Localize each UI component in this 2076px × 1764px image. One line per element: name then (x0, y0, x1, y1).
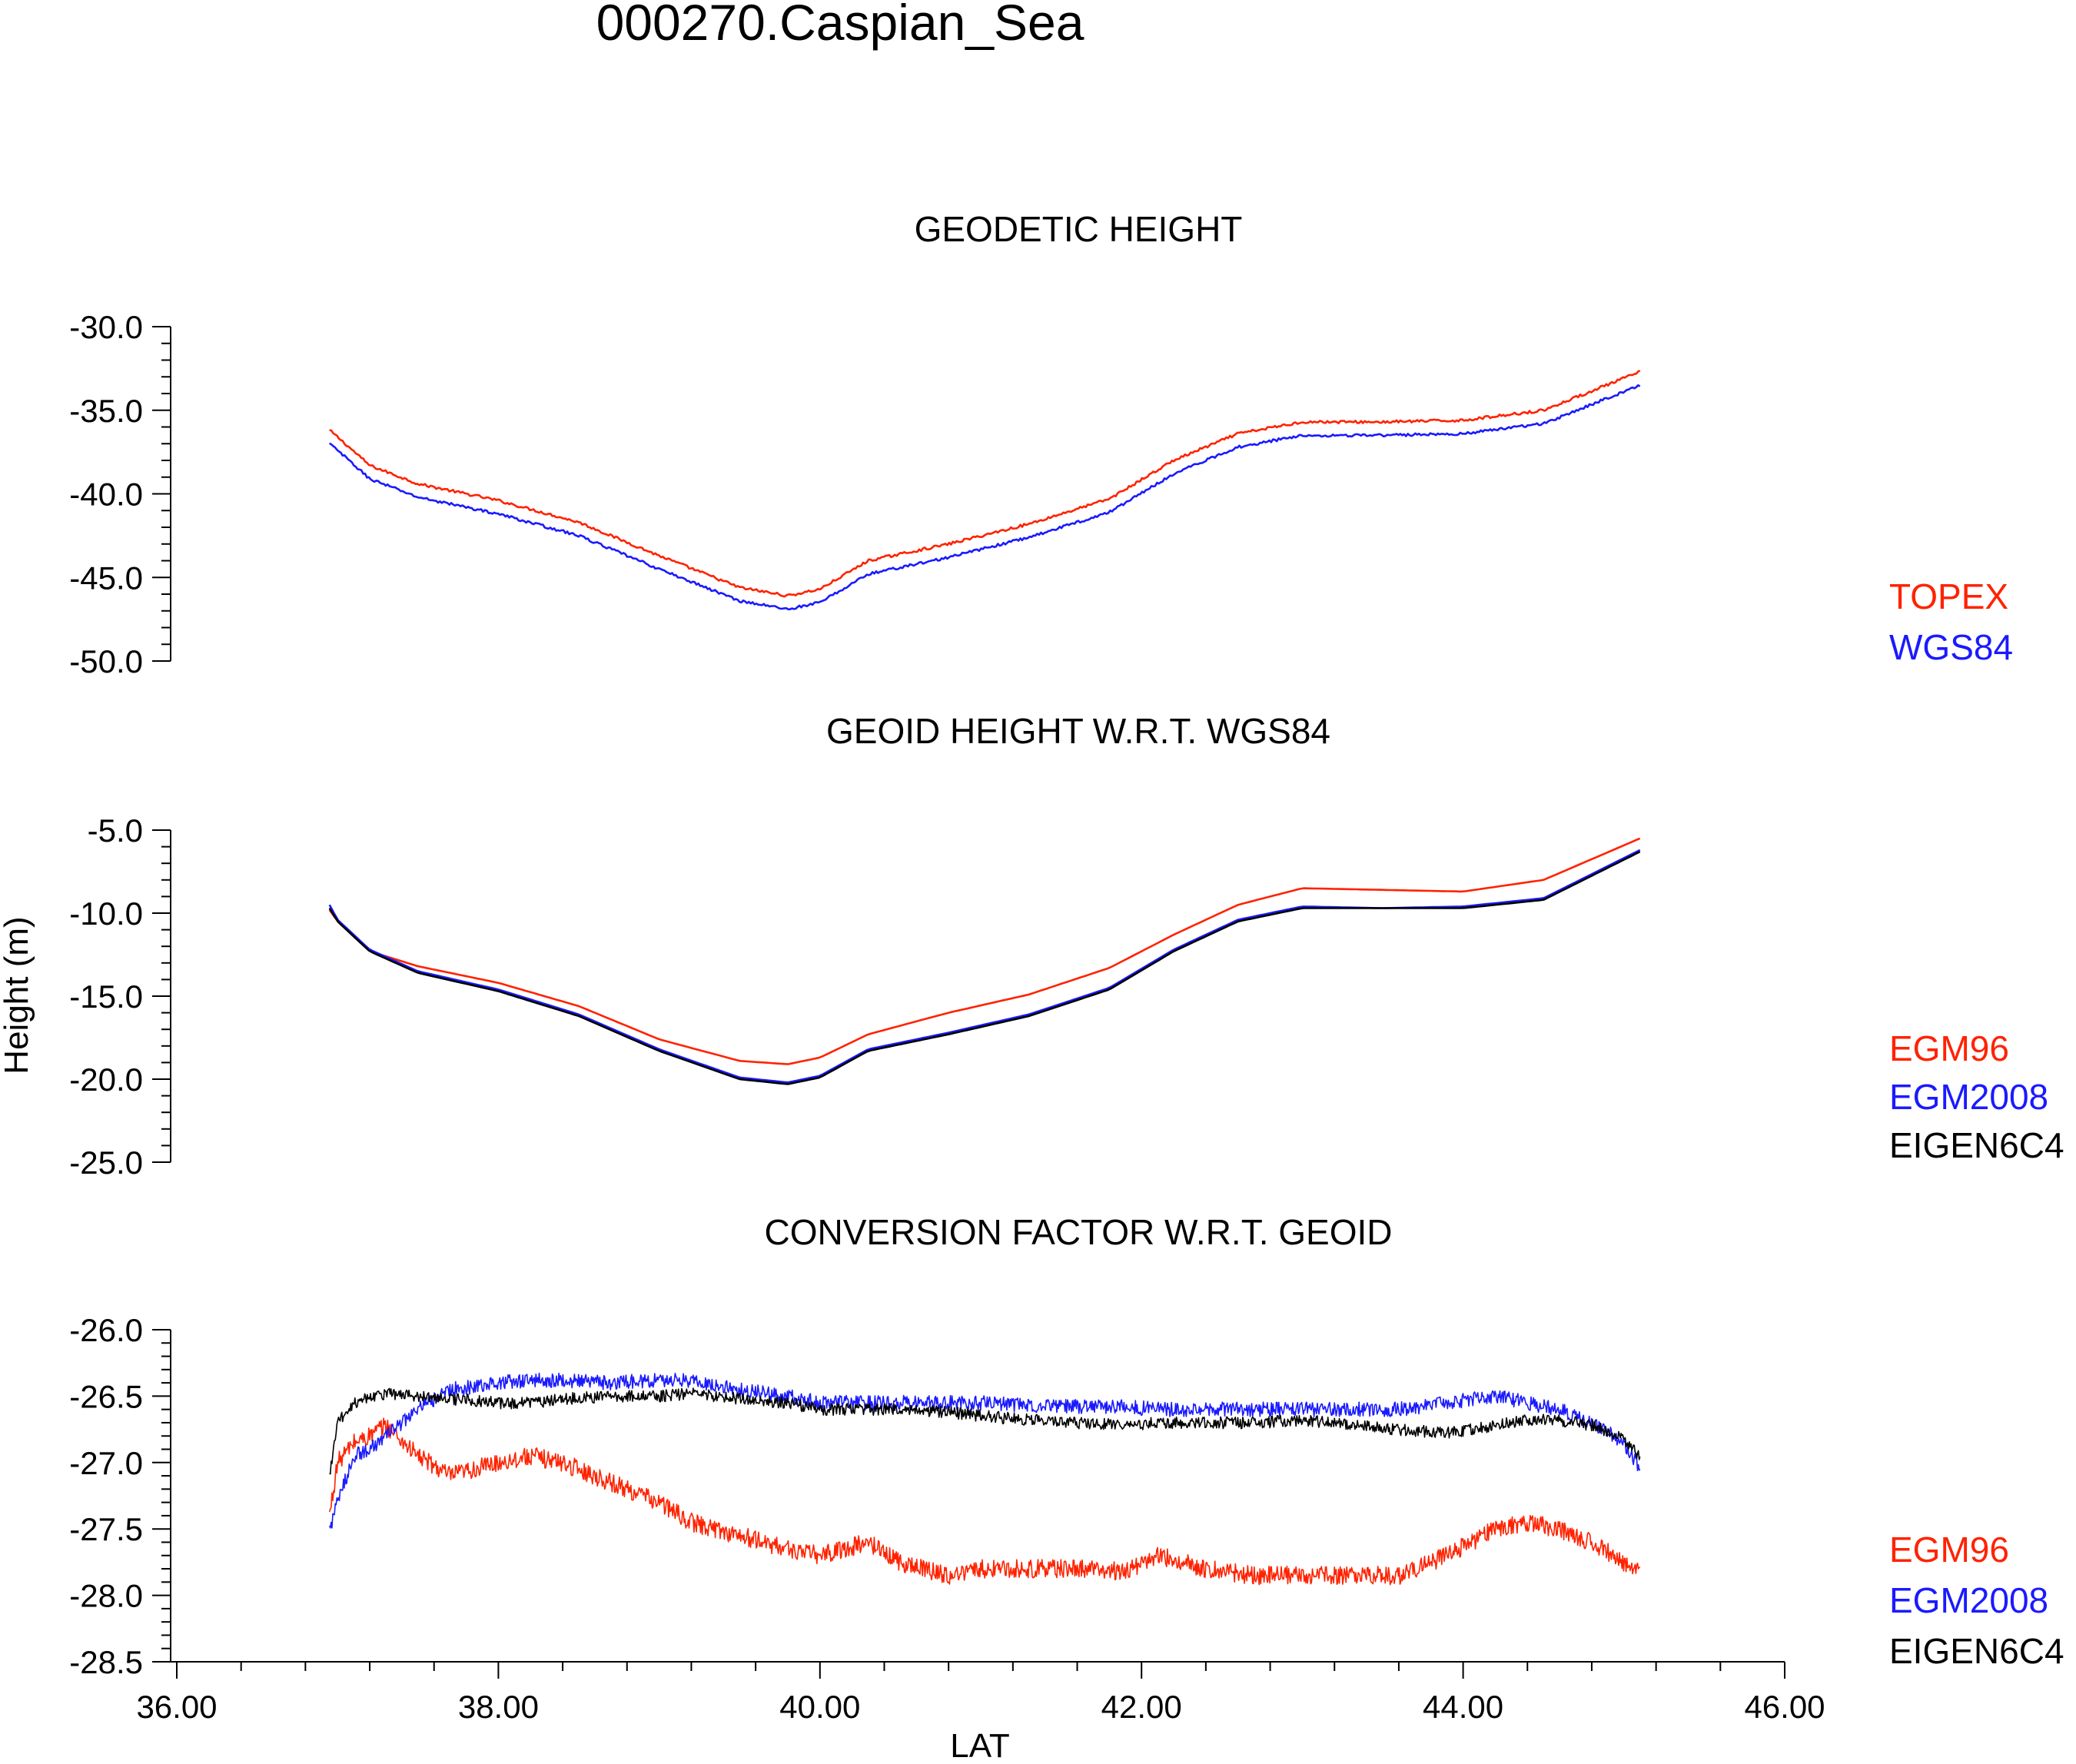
panel-3: CONVERSION FACTOR W.R.T. GEOID -26.0 -26.5… (69, 1212, 2064, 1680)
series-line-egm96 (328, 837, 1641, 1065)
y-tick-label: -40.0 (69, 477, 143, 513)
y-axis-label: Height (m) (0, 916, 35, 1074)
legend-entry-eigen6c4: EIGEN6C4 (1889, 1125, 2064, 1165)
legend-entry-egm2008: EGM2008 (1889, 1580, 2048, 1620)
panel-2: GEOID HEIGHT W.R.T. WGS84 -5.0 -10.0 -15.0 -… (69, 711, 2064, 1181)
series-line-egm2008 (328, 1372, 1641, 1529)
legend-entry-egm96: EGM96 (1889, 1028, 2009, 1068)
y-tick-label: -26.0 (69, 1312, 143, 1348)
x-tick-label: 46.00 (1744, 1689, 1825, 1725)
legend-entry-eigen6c4: EIGEN6C4 (1889, 1631, 2064, 1671)
y-tick-label: -50.0 (69, 643, 143, 679)
series-line-eigen6c4 (328, 850, 1641, 1085)
x-tick-label: 36.00 (136, 1689, 217, 1725)
panel-title: GEOID HEIGHT W.R.T. WGS84 (826, 711, 1330, 751)
x-tick-label: 42.00 (1101, 1689, 1182, 1725)
panel-title: GEODETIC HEIGHT (915, 209, 1243, 249)
panel-1: GEODETIC HEIGHT -30.0 -35.0 -40.0 -45.0 -50.0… (69, 209, 2013, 679)
y-tick-label: -28.5 (69, 1644, 143, 1680)
series-line-egm96 (328, 1417, 1641, 1586)
y-tick-label: -26.5 (69, 1378, 143, 1414)
y-tick-label: -28.0 (69, 1578, 143, 1614)
y-tick-label: -27.0 (69, 1445, 143, 1481)
chart-title: 000270.Caspian_Sea (596, 0, 1085, 51)
series-line-eigen6c4 (329, 1387, 1641, 1475)
x-tick-label: 44.00 (1423, 1689, 1503, 1725)
y-tick-label: -25.0 (69, 1144, 143, 1181)
y-tick-label: -35.0 (69, 393, 143, 429)
legend-entry-wgs84: WGS84 (1889, 627, 2013, 667)
x-axis-label: LAT (950, 1727, 1009, 1760)
y-tick-label: -15.0 (69, 978, 143, 1015)
x-tick-label: 38.00 (458, 1689, 539, 1725)
legend-entry-topex: TOPEX (1889, 576, 2008, 616)
panel-title: CONVERSION FACTOR W.R.T. GEOID (764, 1212, 1392, 1252)
y-tick-label: -27.5 (69, 1511, 143, 1547)
series-line-wgs84 (329, 384, 1641, 610)
legend-entry-egm96: EGM96 (1889, 1530, 2009, 1570)
legend-entry-egm2008: EGM2008 (1889, 1077, 2048, 1117)
y-tick-label: -5.0 (88, 812, 143, 849)
y-tick-label: -30.0 (69, 309, 143, 345)
y-tick-label: -45.0 (69, 560, 143, 596)
y-tick-label: -10.0 (69, 895, 143, 932)
y-tick-label: -20.0 (69, 1061, 143, 1098)
x-tick-label: 40.00 (779, 1689, 860, 1725)
series-line-topex (329, 369, 1641, 598)
chart-panels: GEODETIC HEIGHT -30.0 -35.0 -40.0 -45.0 -50.0… (69, 209, 2064, 1725)
